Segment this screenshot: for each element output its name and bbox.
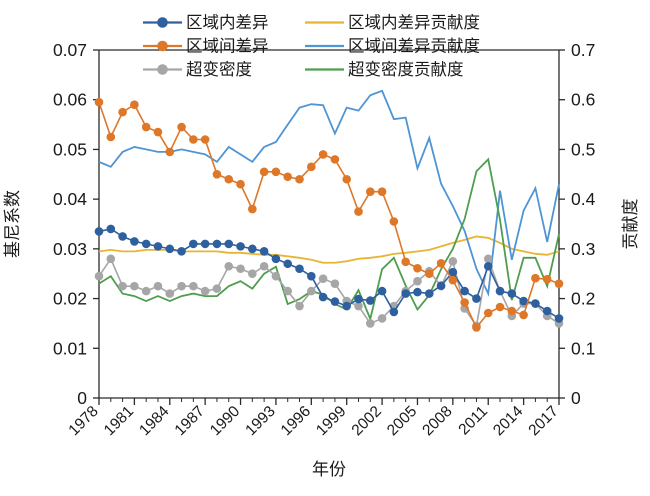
svg-text:0.05: 0.05 bbox=[53, 139, 87, 159]
svg-text:1978: 1978 bbox=[65, 403, 101, 439]
svg-text:2017: 2017 bbox=[525, 403, 561, 439]
svg-text:0.3: 0.3 bbox=[571, 239, 595, 259]
svg-text:1984: 1984 bbox=[136, 403, 173, 440]
svg-text:0.5: 0.5 bbox=[571, 139, 595, 159]
svg-text:0.6: 0.6 bbox=[571, 90, 595, 110]
svg-text:超变密度贡献度: 超变密度贡献度 bbox=[348, 60, 464, 79]
svg-text:2002: 2002 bbox=[349, 403, 385, 439]
svg-text:0.4: 0.4 bbox=[571, 189, 596, 209]
svg-text:0.04: 0.04 bbox=[53, 189, 87, 209]
svg-text:贡献度: 贡献度 bbox=[621, 199, 640, 250]
svg-text:2008: 2008 bbox=[419, 403, 455, 439]
svg-text:区域间差异贡献度: 区域间差异贡献度 bbox=[348, 37, 480, 56]
svg-text:0.02: 0.02 bbox=[53, 289, 87, 309]
svg-text:超变密度: 超变密度 bbox=[186, 60, 252, 79]
svg-text:0.7: 0.7 bbox=[571, 40, 595, 60]
svg-text:0.06: 0.06 bbox=[53, 90, 87, 110]
svg-text:0.01: 0.01 bbox=[53, 338, 87, 358]
svg-text:年份: 年份 bbox=[312, 460, 346, 479]
svg-text:区域间差异: 区域间差异 bbox=[186, 37, 269, 56]
svg-text:区域内差异贡献度: 区域内差异贡献度 bbox=[348, 13, 480, 32]
svg-text:2005: 2005 bbox=[384, 403, 420, 439]
svg-text:基尼系数: 基尼系数 bbox=[3, 190, 22, 258]
svg-text:0.2: 0.2 bbox=[571, 289, 595, 309]
svg-text:0: 0 bbox=[77, 388, 87, 408]
svg-text:1981: 1981 bbox=[101, 403, 137, 439]
svg-text:0.1: 0.1 bbox=[571, 338, 595, 358]
svg-text:区域内差异: 区域内差异 bbox=[186, 13, 269, 32]
svg-text:0: 0 bbox=[571, 388, 581, 408]
svg-text:2014: 2014 bbox=[490, 403, 527, 440]
svg-text:2011: 2011 bbox=[455, 403, 491, 439]
svg-text:0.07: 0.07 bbox=[53, 40, 87, 60]
svg-text:1996: 1996 bbox=[278, 403, 314, 439]
svg-text:0.03: 0.03 bbox=[53, 239, 87, 259]
svg-text:1990: 1990 bbox=[207, 403, 244, 440]
svg-text:1999: 1999 bbox=[313, 403, 349, 439]
svg-text:1987: 1987 bbox=[172, 403, 208, 439]
svg-text:1993: 1993 bbox=[242, 403, 278, 439]
